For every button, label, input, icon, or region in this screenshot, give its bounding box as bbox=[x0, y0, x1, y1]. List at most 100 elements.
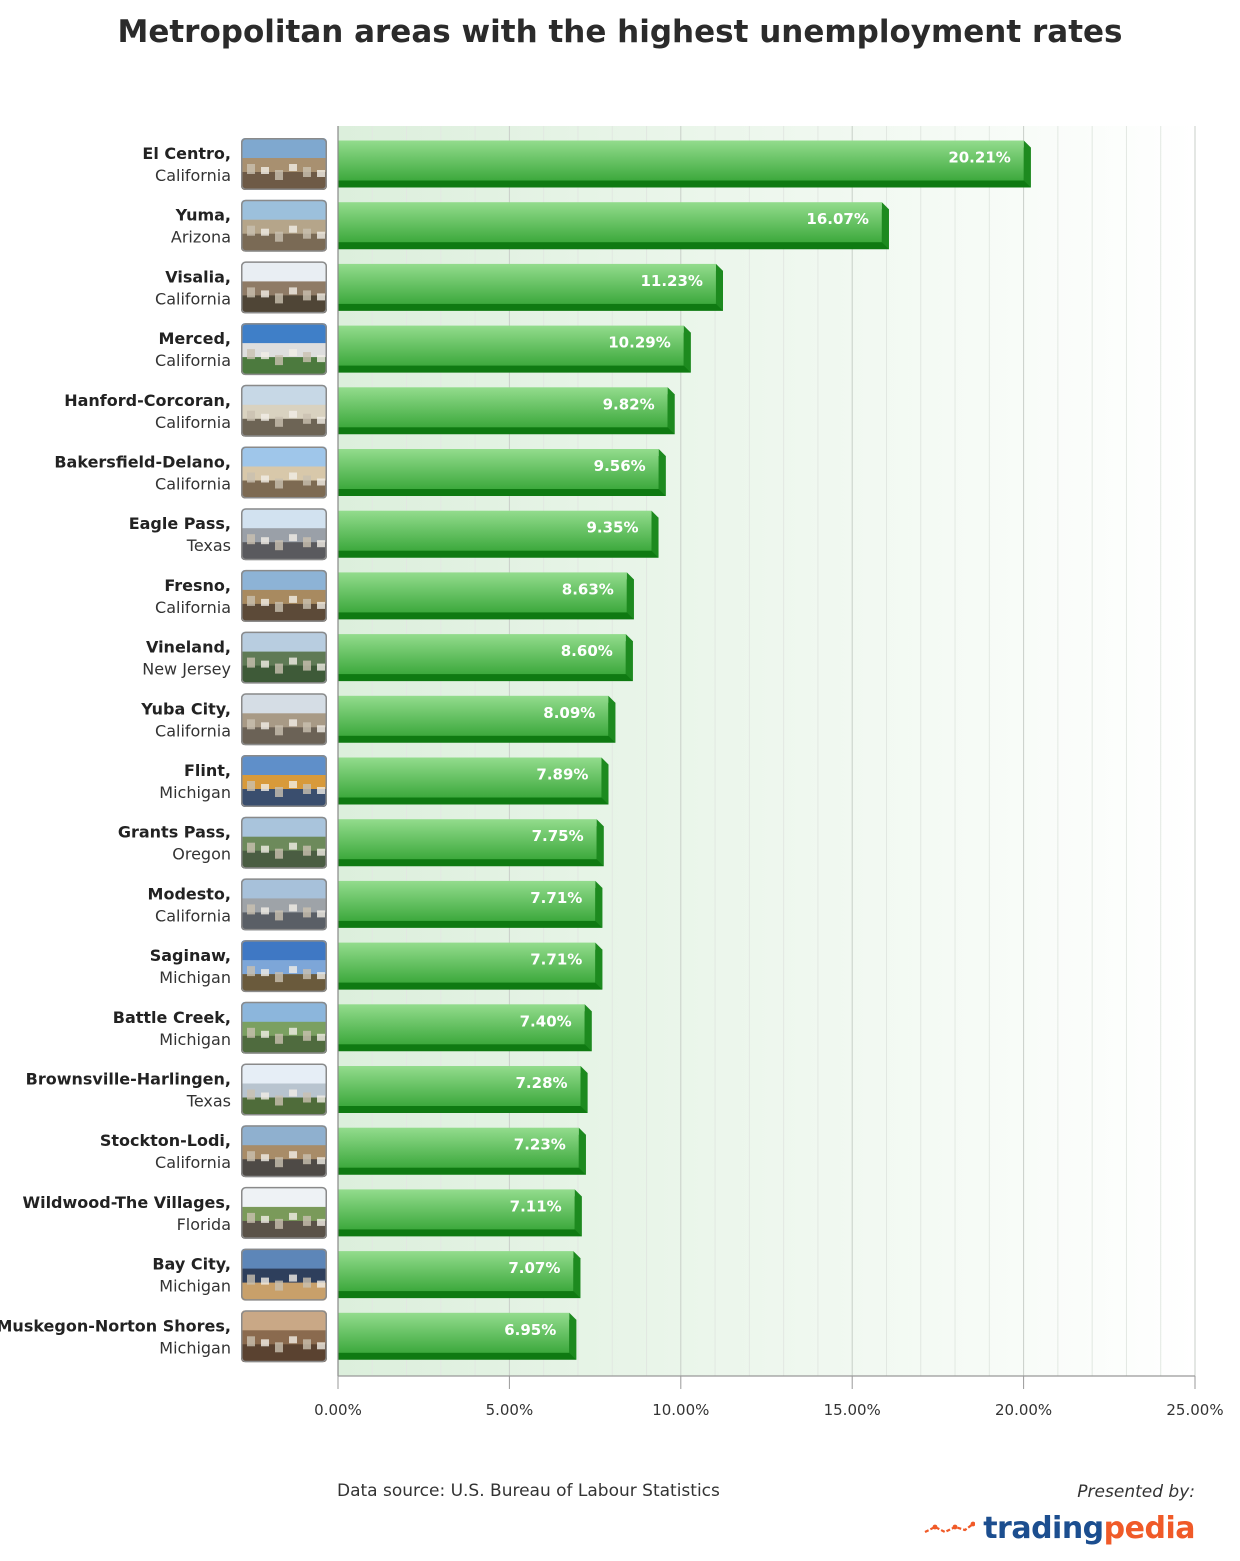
x-tick-label: 0.00% bbox=[314, 1401, 362, 1419]
bar-value-label: 16.07% bbox=[806, 210, 868, 228]
bar bbox=[338, 510, 659, 558]
tradingpedia-logo[interactable]: tradingpedia bbox=[923, 1508, 1196, 1548]
category-label: Yuba City, bbox=[140, 699, 231, 718]
bar-value-label: 7.40% bbox=[520, 1012, 572, 1030]
bar-value-label: 8.09% bbox=[543, 704, 595, 722]
bar-side bbox=[601, 757, 609, 805]
category-sublabel: California bbox=[155, 289, 231, 308]
bar-value-label: 20.21% bbox=[948, 149, 1010, 167]
category-label: Muskegon-Norton Shores, bbox=[0, 1316, 231, 1335]
category-label: Hanford-Corcoran, bbox=[64, 391, 231, 410]
bar-face bbox=[338, 1004, 585, 1045]
bar bbox=[338, 263, 723, 311]
city-photo bbox=[241, 1186, 327, 1239]
bar bbox=[338, 1004, 592, 1052]
bar-side bbox=[667, 387, 675, 435]
category-sublabel: Michigan bbox=[159, 783, 231, 802]
bar-face bbox=[338, 1127, 579, 1168]
bar-value-label: 10.29% bbox=[608, 334, 670, 352]
city-photo bbox=[241, 940, 327, 993]
city-photo bbox=[241, 1001, 327, 1054]
category-label: Vineland, bbox=[146, 638, 231, 657]
brand-name: tradingpedia bbox=[983, 1511, 1195, 1546]
city-photo bbox=[241, 816, 327, 869]
bar-face bbox=[338, 695, 609, 736]
x-tick-label: 25.00% bbox=[1166, 1401, 1223, 1419]
bar bbox=[338, 1189, 582, 1237]
city-photo bbox=[241, 323, 327, 376]
x-tick-label: 20.00% bbox=[995, 1401, 1052, 1419]
bar-face bbox=[338, 634, 626, 675]
bar bbox=[338, 634, 633, 682]
bar bbox=[338, 695, 616, 743]
bar-side bbox=[574, 1189, 582, 1237]
bar-side bbox=[584, 1004, 592, 1052]
city-photo bbox=[241, 1310, 327, 1363]
category-label: Stockton-Lodi, bbox=[100, 1131, 231, 1150]
bar-value-label: 7.07% bbox=[508, 1259, 560, 1277]
bar-value-label: 7.11% bbox=[510, 1197, 562, 1215]
category-label: Merced, bbox=[158, 329, 231, 348]
city-photo bbox=[241, 1125, 327, 1178]
bar-face bbox=[338, 510, 652, 551]
bar-face bbox=[338, 757, 602, 798]
bar-value-label: 8.60% bbox=[561, 642, 613, 660]
category-sublabel: Arizona bbox=[171, 228, 231, 247]
category-sublabel: Michigan bbox=[159, 1338, 231, 1357]
category-sublabel: Michigan bbox=[159, 1277, 231, 1296]
bar bbox=[338, 202, 889, 250]
bar-face bbox=[338, 1251, 574, 1292]
bar-face bbox=[338, 942, 596, 983]
category-sublabel: California bbox=[155, 475, 231, 494]
category-label: Saginaw, bbox=[150, 946, 231, 965]
bar-side bbox=[651, 510, 659, 558]
category-label: El Centro, bbox=[142, 144, 231, 163]
bar-face bbox=[338, 880, 596, 921]
bar-value-label: 9.56% bbox=[594, 457, 646, 475]
bar-face bbox=[338, 819, 597, 860]
category-label: Fresno, bbox=[164, 576, 231, 595]
category-label: Bay City, bbox=[152, 1255, 231, 1274]
trend-line-icon bbox=[924, 1521, 976, 1534]
city-photo bbox=[241, 631, 327, 684]
category-sublabel: California bbox=[155, 1153, 231, 1172]
category-sublabel: California bbox=[155, 166, 231, 185]
category-sublabel: California bbox=[155, 351, 231, 370]
bar-side bbox=[595, 942, 603, 990]
category-label: Flint, bbox=[184, 761, 231, 780]
city-photo bbox=[241, 446, 327, 499]
category-label: Bakersfield-Delano, bbox=[54, 453, 231, 472]
category-label: Modesto, bbox=[148, 884, 231, 903]
city-photo bbox=[241, 693, 327, 746]
category-sublabel: California bbox=[155, 598, 231, 617]
category-label: Battle Creek, bbox=[113, 1008, 231, 1027]
city-photo bbox=[241, 1248, 327, 1301]
bar bbox=[338, 1066, 588, 1113]
bar bbox=[338, 572, 634, 620]
x-tick-label: 5.00% bbox=[486, 1401, 534, 1419]
category-sublabel: California bbox=[155, 721, 231, 740]
category-sublabel: New Jersey bbox=[142, 660, 231, 679]
bar-face bbox=[338, 1066, 581, 1106]
category-sublabel: Oregon bbox=[172, 845, 231, 864]
category-label: Grants Pass, bbox=[118, 823, 231, 842]
bar-face bbox=[338, 263, 716, 304]
bar-side bbox=[596, 819, 604, 867]
data-source-note: Data source: U.S. Bureau of Labour Stati… bbox=[337, 1481, 720, 1501]
bar-side bbox=[578, 1127, 586, 1175]
bar-value-label: 7.71% bbox=[530, 951, 582, 969]
bar-side bbox=[881, 202, 889, 250]
bar bbox=[338, 140, 1031, 188]
bar-value-label: 9.35% bbox=[586, 519, 638, 537]
bar-face bbox=[338, 1312, 570, 1353]
category-sublabel: California bbox=[155, 906, 231, 925]
bar-side bbox=[580, 1066, 588, 1113]
city-photo bbox=[241, 199, 327, 252]
category-sublabel: Michigan bbox=[159, 1030, 231, 1049]
bar-side bbox=[573, 1251, 581, 1299]
city-photo bbox=[241, 569, 327, 622]
category-label: Eagle Pass, bbox=[129, 514, 231, 533]
plot-area bbox=[338, 126, 1195, 1376]
bar-face bbox=[338, 140, 1024, 181]
bar bbox=[338, 387, 675, 435]
